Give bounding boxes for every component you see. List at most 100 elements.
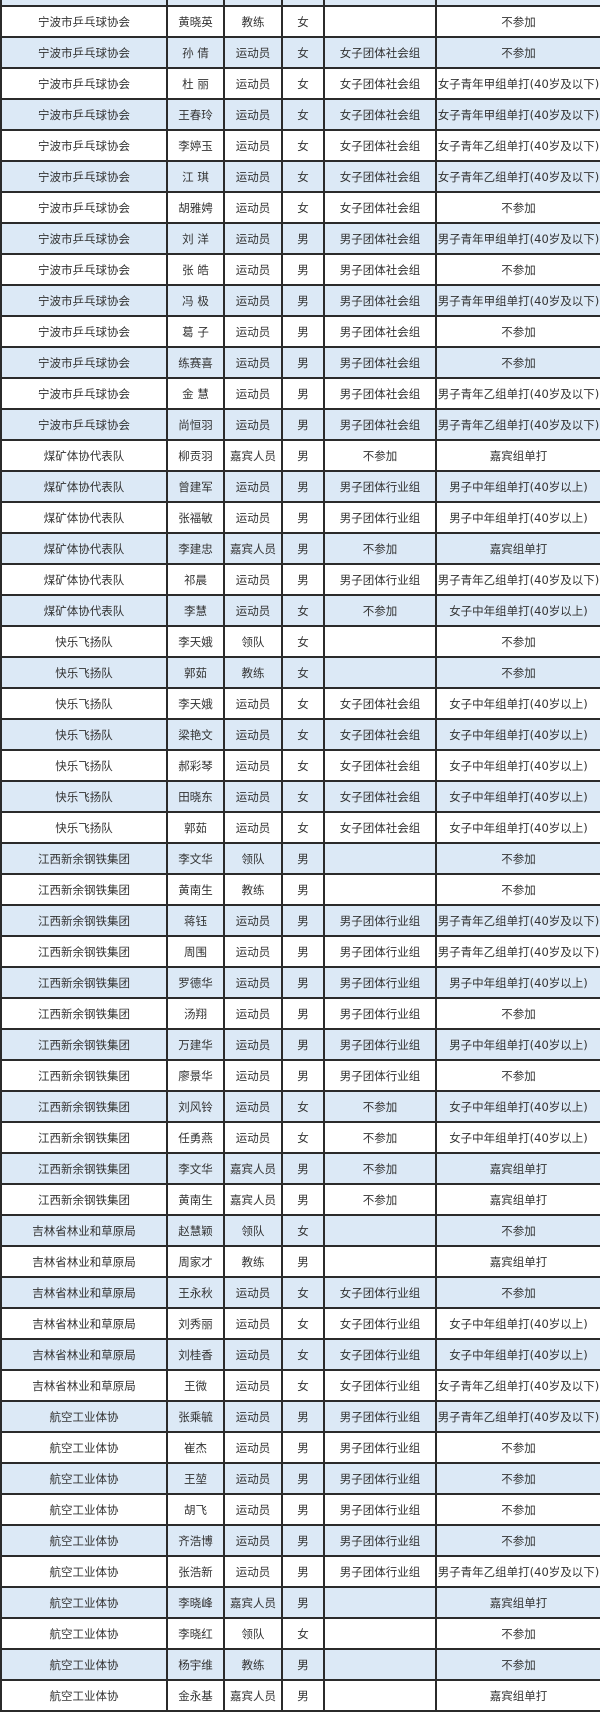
team-event-cell: 不参加 <box>323 1121 437 1154</box>
team-event-cell: 男子团体社会组 <box>323 315 437 348</box>
team-event-cell: 女子团体行业组 <box>323 1338 437 1371</box>
team-cell: 航空工业体协 <box>0 1586 168 1619</box>
gender-cell: 男 <box>281 408 325 441</box>
name-cell: 江 琪 <box>166 160 225 193</box>
team-cell: 快乐飞扬队 <box>0 718 168 751</box>
role-cell: 运动员 <box>223 718 283 751</box>
role-cell: 运动员 <box>223 284 283 317</box>
team-cell: 航空工业体协 <box>0 1400 168 1433</box>
team-cell: 江西新余钢铁集团 <box>0 1152 168 1185</box>
team-event-cell: 男子团体社会组 <box>323 284 437 317</box>
gender-cell: 女 <box>281 67 325 100</box>
gender-cell: 男 <box>281 935 325 968</box>
name-cell: 胡飞 <box>166 1493 225 1526</box>
gender-cell: 女 <box>281 191 325 224</box>
name-cell: 张乘毓 <box>166 1400 225 1433</box>
team-cell: 航空工业体协 <box>0 1617 168 1650</box>
team-event-cell: 女子团体行业组 <box>323 1307 437 1340</box>
table-row: 航空工业体协 崔杰 运动员男男子团体行业组 不参加 <box>0 1431 600 1464</box>
role-cell: 运动员 <box>223 1276 283 1309</box>
table-row: 航空工业体协 张乘毓 运动员男男子团体行业组 男子青年乙组单打(40岁及以下) <box>0 1400 600 1433</box>
gender-cell: 男 <box>281 253 325 286</box>
gender-cell: 男 <box>281 1586 325 1619</box>
gender-cell: 男 <box>281 1431 325 1464</box>
team-event-cell: 不参加 <box>323 1152 437 1185</box>
gender-cell: 男 <box>281 1059 325 1092</box>
team-cell: 宁波市乒乓球协会 <box>0 191 168 224</box>
team-cell: 航空工业体协 <box>0 1524 168 1557</box>
role-cell: 运动员 <box>223 1028 283 1061</box>
gender-cell: 男 <box>281 1183 325 1216</box>
singles-event-cell: 不参加 <box>435 253 600 286</box>
name-cell: 曾建军 <box>166 470 225 503</box>
name-cell: 罗德华 <box>166 966 225 999</box>
role-cell: 教练 <box>223 656 283 689</box>
singles-event-cell: 女子中年组单打(40岁以上) <box>435 1121 600 1154</box>
role-cell: 运动员 <box>223 1338 283 1371</box>
gender-cell: 女 <box>281 160 325 193</box>
name-cell: 金永基 <box>166 1679 225 1712</box>
name-cell: 葛 子 <box>166 315 225 348</box>
name-cell: 周家才 <box>166 1245 225 1278</box>
table-row: 快乐飞扬队 李天娥 领队女 不参加 <box>0 625 600 658</box>
role-cell: 领队 <box>223 842 283 875</box>
name-cell: 杜 丽 <box>166 67 225 100</box>
singles-event-cell: 男子青年乙组单打(40岁及以下) <box>435 935 600 968</box>
singles-event-cell: 男子中年组单打(40岁以上) <box>435 501 600 534</box>
role-cell: 运动员 <box>223 222 283 255</box>
name-cell: 祁晨 <box>166 563 225 596</box>
singles-event-cell: 不参加 <box>435 1617 600 1650</box>
team-cell: 宁波市乒乓球协会 <box>0 315 168 348</box>
name-cell: 郝彩琴 <box>166 749 225 782</box>
team-event-cell: 男子团体行业组 <box>323 1028 437 1061</box>
team-cell: 煤矿体协代表队 <box>0 439 168 472</box>
table-row: 宁波市乒乓球协会 练赛喜 运动员男男子团体社会组 不参加 <box>0 346 600 379</box>
team-cell: 航空工业体协 <box>0 1555 168 1588</box>
singles-event-cell: 不参加 <box>435 656 600 689</box>
team-event-cell: 男子团体行业组 <box>323 904 437 937</box>
gender-cell: 女 <box>281 594 325 627</box>
singles-event-cell: 女子中年组单打(40岁以上) <box>435 1090 600 1123</box>
role-cell: 领队 <box>223 1617 283 1650</box>
table-row: 宁波市乒乓球协会 王春玲 运动员女女子团体社会组 女子青年甲组单打(40岁及以下) <box>0 98 600 131</box>
table-row: 航空工业体协 杨宇维 教练男 不参加 <box>0 1648 600 1681</box>
team-event-cell: 男子团体社会组 <box>323 377 437 410</box>
role-cell: 运动员 <box>223 966 283 999</box>
gender-cell: 男 <box>281 1524 325 1557</box>
gender-cell: 女 <box>281 811 325 844</box>
name-cell: 李慧 <box>166 594 225 627</box>
role-cell: 运动员 <box>223 594 283 627</box>
table-row: 江西新余钢铁集团 李文华 领队男 不参加 <box>0 842 600 875</box>
table-row: 江西新余钢铁集团 蒋钰 运动员男男子团体行业组 男子青年乙组单打(40岁及以下) <box>0 904 600 937</box>
singles-event-cell: 不参加 <box>435 997 600 1030</box>
role-cell: 运动员 <box>223 1121 283 1154</box>
team-cell: 快乐飞扬队 <box>0 656 168 689</box>
team-event-cell <box>323 1214 437 1247</box>
gender-cell: 女 <box>281 1307 325 1340</box>
singles-event-cell: 不参加 <box>435 36 600 69</box>
gender-cell: 女 <box>281 1276 325 1309</box>
name-cell: 张 皓 <box>166 253 225 286</box>
role-cell: 领队 <box>223 1214 283 1247</box>
table-row: 航空工业体协 张浩新 运动员男男子团体行业组 男子青年乙组单打(40岁及以下) <box>0 1555 600 1588</box>
gender-cell: 男 <box>281 873 325 906</box>
team-event-cell: 女子团体社会组 <box>323 811 437 844</box>
role-cell: 教练 <box>223 1245 283 1278</box>
gender-cell: 男 <box>281 470 325 503</box>
gender-cell: 女 <box>281 625 325 658</box>
name-cell: 李婷玉 <box>166 129 225 162</box>
team-cell: 航空工业体协 <box>0 1493 168 1526</box>
singles-event-cell: 不参加 <box>435 873 600 906</box>
table-row: 宁波市乒乓球协会金 慧运动员男男子团体社会组 男子青年乙组单打(40岁及以下) <box>0 377 600 410</box>
team-event-cell: 男子团体行业组 <box>323 1524 437 1557</box>
name-cell: 王永秋 <box>166 1276 225 1309</box>
table-row: 吉林省林业和草原局 刘桂香 运动员女女子团体行业组 女子中年组单打(40岁以上) <box>0 1338 600 1371</box>
singles-event-cell: 不参加 <box>435 191 600 224</box>
team-event-cell: 男子团体行业组 <box>323 501 437 534</box>
role-cell: 运动员 <box>223 346 283 379</box>
team-event-cell <box>323 1617 437 1650</box>
table-row-partial <box>0 0 600 7</box>
role-cell: 运动员 <box>223 1493 283 1526</box>
role-cell: 嘉宾人员 <box>223 532 283 565</box>
